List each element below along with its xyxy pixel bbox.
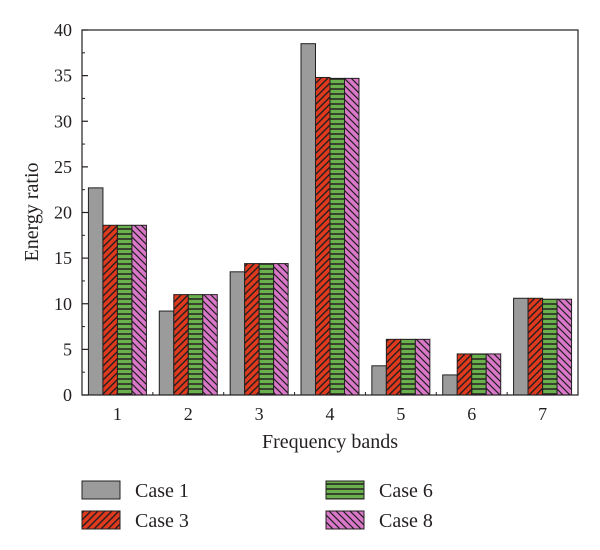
bar-case-1-band-3 bbox=[229, 271, 246, 396]
legend-swatch-case-8 bbox=[325, 510, 365, 530]
bar-case-1-band-7 bbox=[513, 297, 529, 396]
legend: Case 1 Case 3 Case 6 Case 8 bbox=[81, 480, 433, 532]
bar-case-1-band-4 bbox=[300, 43, 316, 396]
bar-case-8-band-3 bbox=[273, 263, 289, 396]
y-tick-label: 35 bbox=[54, 66, 72, 86]
legend-label-case-1: Case 1 bbox=[135, 480, 189, 502]
bar-case-6-band-1 bbox=[116, 224, 133, 396]
bar-case-8-band-4 bbox=[344, 77, 360, 396]
bar-case-3-band-3 bbox=[244, 263, 260, 396]
bar-case-3-band-4 bbox=[315, 76, 331, 396]
legend-swatch-case-6 bbox=[325, 480, 365, 500]
bar-case-3-band-2 bbox=[173, 294, 189, 396]
x-tick-label: 3 bbox=[255, 404, 264, 424]
bar-case-1-band-2 bbox=[158, 310, 175, 396]
bar-case-6-band-4 bbox=[329, 77, 345, 396]
y-tick-label: 5 bbox=[63, 339, 72, 359]
bar-case-8-band-7 bbox=[556, 298, 573, 396]
bars-layer bbox=[87, 43, 573, 396]
axes-layer: 0 5 10 15 20 25 30 35 40 1 2 3 4 5 6 7 bbox=[54, 20, 579, 424]
bar-case-6-band-2 bbox=[187, 294, 204, 396]
bar-case-6-band-7 bbox=[542, 298, 558, 396]
x-axis-title: Frequency bands bbox=[262, 431, 398, 453]
legend-swatch-case-1 bbox=[81, 480, 121, 500]
x-tick-label: 1 bbox=[113, 404, 122, 424]
bar-case-6-band-6 bbox=[471, 353, 487, 396]
bar-case-8-band-5 bbox=[414, 338, 431, 396]
bar-case-1-band-5 bbox=[371, 365, 387, 396]
x-tick-label: 5 bbox=[396, 404, 405, 424]
x-tick-label: 7 bbox=[538, 404, 547, 424]
y-tick-label: 40 bbox=[54, 20, 72, 40]
legend-label-case-3: Case 3 bbox=[135, 510, 189, 532]
legend-label-case-8: Case 8 bbox=[379, 510, 433, 532]
y-tick-label: 10 bbox=[54, 294, 72, 314]
y-tick-label: 25 bbox=[54, 157, 72, 177]
bar-case-8-band-6 bbox=[485, 353, 502, 396]
legend-label-case-6: Case 6 bbox=[379, 480, 433, 502]
bar-case-3-band-1 bbox=[102, 224, 118, 396]
x-tick-label: 2 bbox=[184, 404, 193, 424]
bar-case-6-band-5 bbox=[400, 338, 416, 396]
y-tick-label: 15 bbox=[54, 248, 72, 268]
bar-case-8-band-2 bbox=[202, 294, 218, 396]
y-tick-label: 20 bbox=[54, 203, 72, 223]
bar-case-6-band-3 bbox=[258, 263, 275, 396]
bar-case-8-band-1 bbox=[131, 224, 147, 396]
x-tick-label: 6 bbox=[467, 404, 476, 424]
bar-case-3-band-7 bbox=[527, 297, 544, 396]
y-tick-label: 30 bbox=[54, 111, 72, 131]
bar-case-3-band-5 bbox=[385, 338, 402, 396]
bar-case-3-band-6 bbox=[456, 353, 473, 396]
bar-case-1-band-6 bbox=[442, 374, 458, 396]
y-tick-label: 0 bbox=[63, 385, 72, 405]
legend-swatch-case-3 bbox=[81, 510, 121, 530]
y-axis-title: Energy ratio bbox=[21, 162, 43, 261]
bar-case-1-band-1 bbox=[87, 187, 104, 396]
x-tick-label: 4 bbox=[326, 404, 335, 424]
